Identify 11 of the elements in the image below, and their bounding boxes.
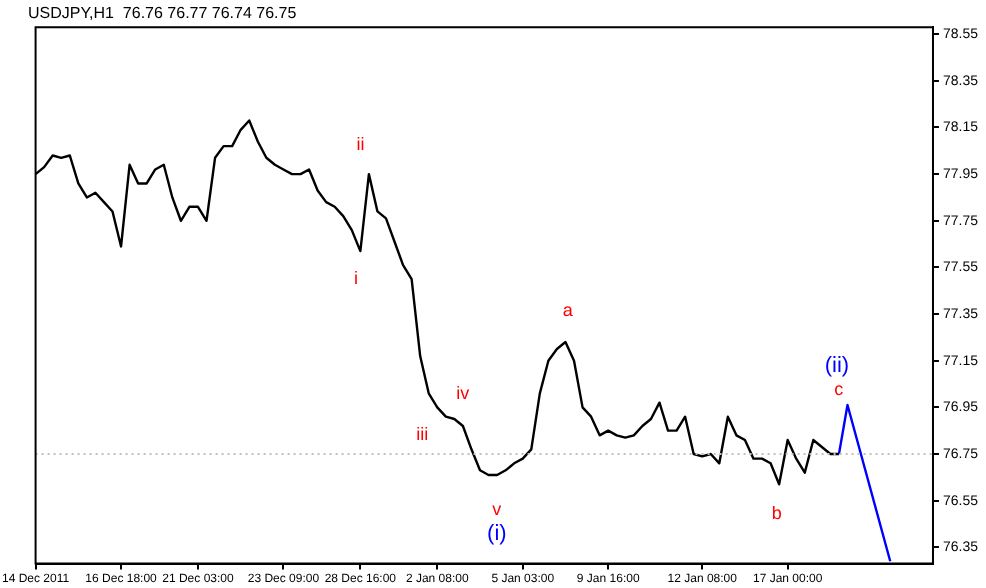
annotation: (ii)	[824, 354, 850, 379]
annotation: (i)	[487, 522, 507, 547]
annotation: i	[353, 268, 358, 289]
annotation: ii	[356, 134, 365, 155]
annotation: c	[834, 378, 845, 399]
chart-title: USDJPY,H1 76.76 76.77 76.74 76.75	[28, 4, 298, 23]
annotation: iii	[416, 423, 429, 444]
annotation: v	[492, 498, 503, 519]
annotation: iv	[456, 382, 471, 403]
annotation: a	[562, 300, 573, 321]
annotation: b	[771, 502, 782, 523]
